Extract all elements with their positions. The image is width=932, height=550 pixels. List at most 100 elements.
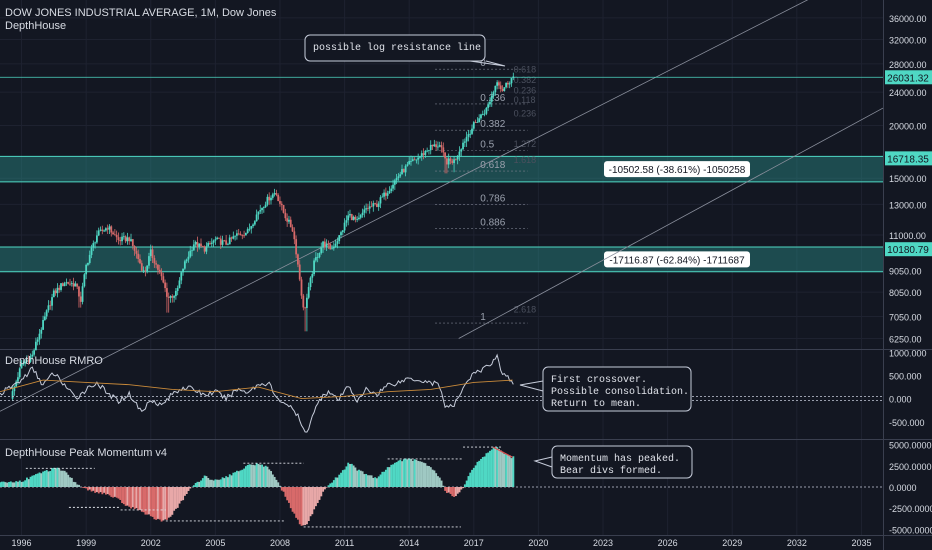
momentum-bar <box>474 465 477 487</box>
momentum-bar <box>395 462 398 487</box>
momentum-bar <box>512 456 515 487</box>
price-candle <box>343 222 346 231</box>
momentum-title: DepthHouse Peak Momentum v4 <box>5 447 167 459</box>
price-candle <box>325 243 328 248</box>
price-candle <box>227 244 229 246</box>
time-tick-label: 2035 <box>851 538 871 548</box>
momentum-bar <box>155 487 158 520</box>
price-tick-label: 32000.00 <box>889 35 927 45</box>
momentum-bar <box>508 455 511 487</box>
price-candle <box>314 257 317 261</box>
momentum-bar <box>171 487 174 515</box>
momentum-bar <box>384 469 387 487</box>
price-candle <box>298 264 301 280</box>
fib-ext-label: 2.618 <box>514 305 537 315</box>
momentum-bar <box>27 479 30 487</box>
price-candle <box>42 319 44 330</box>
momentum-bar <box>415 460 418 487</box>
price-candle <box>115 234 118 238</box>
momentum-bar <box>169 487 172 517</box>
momentum-bar <box>239 470 242 487</box>
momentum-bar <box>128 487 131 507</box>
price-candle <box>131 239 134 247</box>
price-candle <box>151 249 154 258</box>
fib-label: 0.886 <box>480 217 505 228</box>
momentum-bar <box>494 448 497 487</box>
price-candle <box>460 149 463 152</box>
price-candle <box>194 241 197 245</box>
momentum-bar <box>393 462 396 487</box>
momentum-bar <box>45 470 48 487</box>
price-candle <box>334 243 337 248</box>
rmro-line <box>0 353 514 433</box>
price-candle <box>191 250 193 252</box>
price-candle <box>393 180 396 185</box>
price-candle <box>347 215 350 221</box>
price-candle <box>155 263 158 265</box>
momentum-bar <box>104 487 107 495</box>
price-tag <box>885 242 932 257</box>
price-tick-label: 9050.00 <box>889 267 922 277</box>
momentum-bar <box>304 487 307 526</box>
momentum-tick-label: 2500.0000 <box>889 462 932 472</box>
price-candle <box>200 243 202 247</box>
momentum-bar <box>499 450 502 487</box>
price-candle <box>399 174 402 177</box>
fib-label: 0.5 <box>480 140 494 151</box>
price-tick-label: 24000.00 <box>889 88 927 98</box>
price-candle <box>331 248 333 250</box>
price-candle <box>78 286 80 297</box>
price-candle <box>20 363 23 369</box>
price-candle <box>404 165 407 173</box>
momentum-bar <box>47 471 50 487</box>
price-candle <box>397 176 400 178</box>
momentum-bar <box>108 487 111 496</box>
price-candle <box>51 297 53 306</box>
momentum-bar <box>456 487 459 494</box>
momentum-bar <box>498 448 500 487</box>
momentum-bar <box>363 474 366 487</box>
price-candle <box>26 360 28 362</box>
price-candle <box>266 196 269 205</box>
price-candle <box>79 296 82 302</box>
price-candle <box>133 246 136 251</box>
momentum-bar <box>174 487 177 509</box>
momentum-bar <box>130 487 133 509</box>
fib-label: 0.618 <box>480 160 505 171</box>
rmro-signal-line <box>0 379 513 400</box>
price-candle <box>218 237 220 239</box>
price-candle <box>255 214 258 222</box>
momentum-bar <box>472 467 475 487</box>
price-candle <box>332 247 335 249</box>
momentum-bar <box>341 470 344 487</box>
time-tick-label: 2011 <box>335 538 354 548</box>
price-candle <box>422 153 425 155</box>
momentum-bar <box>340 472 342 487</box>
momentum-bar <box>133 487 136 510</box>
price-candle <box>286 218 289 222</box>
momentum-bar <box>209 479 211 487</box>
momentum-bar <box>487 452 490 487</box>
momentum-bar <box>218 479 220 487</box>
price-candle <box>97 230 100 236</box>
price-candle <box>462 142 464 150</box>
momentum-bar <box>316 487 319 504</box>
momentum-bar <box>257 464 260 487</box>
price-candle <box>139 258 141 264</box>
momentum-bar <box>343 469 346 487</box>
momentum-bar <box>214 479 217 487</box>
price-candle <box>52 290 55 298</box>
momentum-bar <box>264 465 267 487</box>
momentum-bar <box>320 487 323 497</box>
price-candle <box>38 333 41 340</box>
price-candle <box>158 269 161 273</box>
price-candle <box>58 287 61 290</box>
price-candle <box>377 203 380 207</box>
momentum-bar <box>253 465 256 487</box>
price-candle <box>401 169 403 175</box>
price-candle <box>498 82 500 86</box>
time-tick-label: 1999 <box>76 538 96 548</box>
momentum-bar <box>379 474 382 487</box>
